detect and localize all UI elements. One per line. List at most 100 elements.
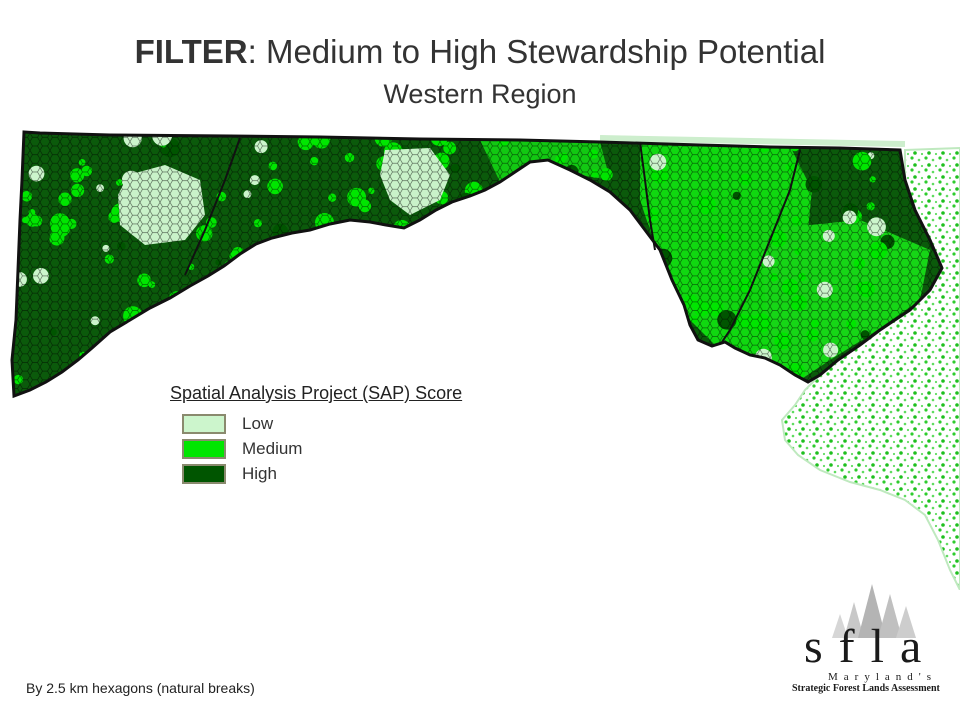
hex-spot [587,343,605,362]
hex-spot [451,316,468,333]
hex-spot [488,209,505,226]
hex-spot [410,346,423,360]
legend-item-high: High [170,463,570,488]
county-line-frederick-inner [721,149,801,343]
hex-spot [250,370,259,380]
sfla-logo: sfla Maryland's Strategic Forest Lands A… [788,580,960,700]
hex-spot [250,273,267,290]
hex-spot [513,315,530,331]
hex-spot [474,365,486,377]
hex-spot [547,233,566,252]
hex-spot [748,367,761,380]
map-legend: Spatial Analysis Project (SAP) Score Low… [170,381,570,488]
hex-spot [580,224,598,242]
hex-spot [435,227,455,248]
hex-spot [244,368,256,380]
legend-item-medium: Medium [170,438,570,463]
hex-spot [602,359,619,376]
hex-spot [396,263,414,281]
hex-spot [482,200,492,210]
legend-item-low: Low [170,413,570,438]
hex-spot [361,260,380,279]
hex-spot [407,347,415,355]
hex-spot [395,338,408,351]
hex-spot [243,316,263,337]
hex-spot [283,332,297,346]
hex-spot [423,241,432,250]
hex-spot [483,338,492,347]
hex-spot [388,360,398,370]
legend-swatch-low [182,414,226,434]
pine-trees-icon [832,584,916,638]
hex-spot [395,252,415,271]
hex-spot [218,364,235,381]
hex-spot [527,296,535,304]
hex-spot [845,132,857,141]
hex-spot [525,229,543,247]
western-region-map [10,130,960,590]
hex-spot [337,356,357,376]
hex-spot [573,362,589,378]
hex-spot [520,235,541,256]
hex-spot [229,320,236,327]
hex-spot [455,230,473,247]
county-line-washington-frederick [639,141,656,251]
hex-spot [589,252,606,268]
hex-spot [386,293,405,312]
legend-label-low: Low [242,414,274,433]
hex-spot [470,231,490,250]
page-subtitle: Western Region [383,79,577,109]
hex-spot [388,306,396,314]
hex-spot [602,203,614,215]
hex-spot [441,270,452,280]
page-title: FILTER: Medium to High Stewardship Poten… [0,32,960,72]
hex-spot [589,349,598,358]
footnote: By 2.5 km hexagons (natural breaks) [26,680,255,696]
county-line-garrett-allegany [184,137,241,276]
hex-spot [561,186,577,202]
hex-spot [318,350,328,360]
hex-spot [538,227,554,243]
hex-spot [160,376,170,386]
region-outline [10,130,944,399]
hex-spot [296,255,311,270]
hex-spot [531,162,548,179]
hex-spot [640,289,652,301]
hex-spot [157,319,174,336]
context-shadow [599,135,906,147]
hex-spot [310,302,328,320]
hex-spot [631,294,650,313]
hex-spot [607,310,619,321]
hex-spot [463,358,470,365]
hex-spot [172,342,186,356]
hex-spot [378,267,389,278]
hex-spot [480,338,495,353]
logo-letters: sfla [804,620,938,673]
hex-spot [312,286,325,299]
hex-spot [443,301,463,321]
hex-spot [535,308,543,316]
hex-spot [220,351,230,361]
title-filter-word: FILTER [134,33,248,70]
legend-label-medium: Medium [242,439,303,458]
hex-spot [426,330,445,350]
hex-spot [356,345,372,362]
hex-spot [427,230,445,247]
hex-spot [377,266,386,275]
hex-spot [157,326,172,342]
hex-spot [247,357,268,378]
hex-spot [568,230,577,238]
hex-spot [558,194,567,203]
logo-tagline: Strategic Forest Lands Assessment [792,683,940,694]
hex-spot [560,218,580,238]
hex-spot [278,356,290,368]
legend-swatch-high [182,464,226,484]
hex-spot [263,283,277,297]
hex-spot [423,306,444,327]
hex-spot [739,376,749,386]
hex-spot [209,365,221,377]
logo-state: Maryland's [828,671,938,683]
hex-spot [513,173,533,193]
hex-spot [580,184,594,198]
hex-spot [416,363,423,371]
